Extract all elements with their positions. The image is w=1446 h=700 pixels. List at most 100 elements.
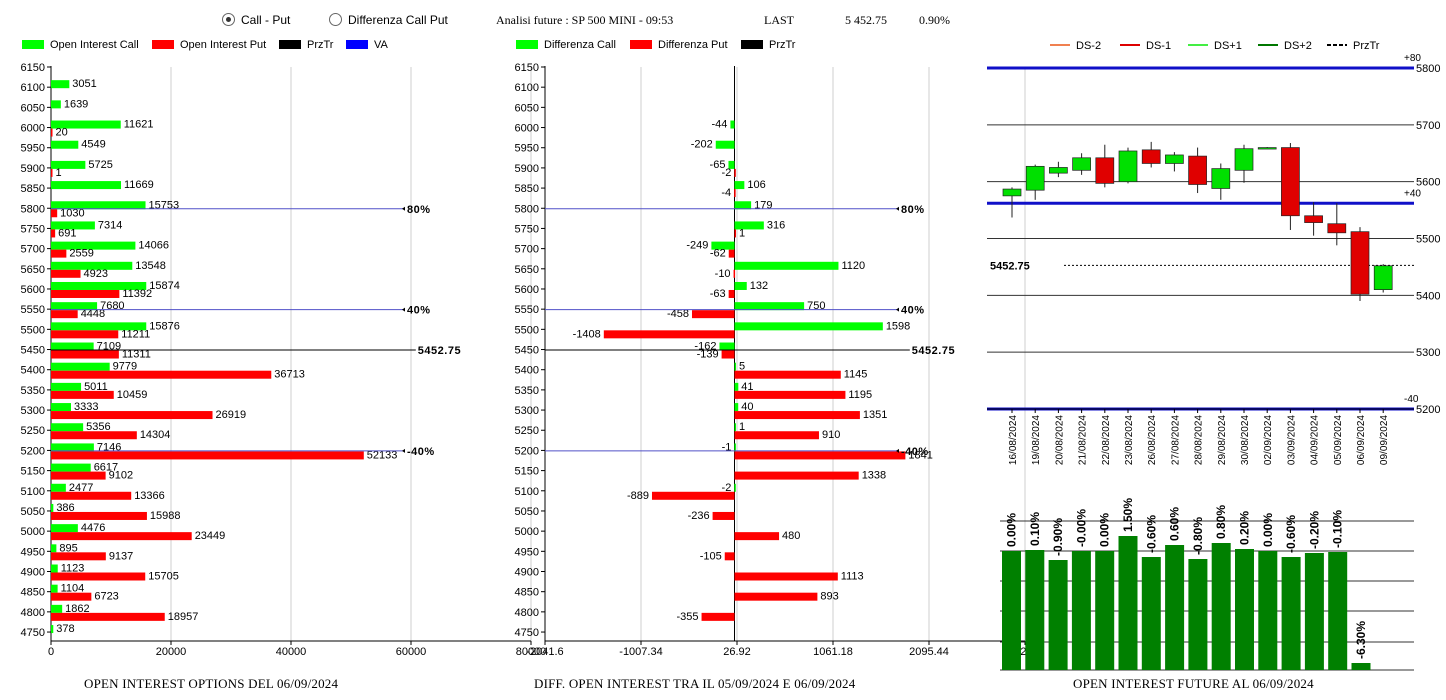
oi-future-label: 0.00%	[1261, 513, 1275, 547]
put-bar	[734, 451, 906, 460]
x-tick-label: 2095.44	[909, 646, 949, 658]
put-value-label: 11392	[122, 288, 152, 300]
oi-future-label: 0.00%	[1098, 513, 1112, 547]
y-tick-label: 5200	[21, 445, 45, 457]
oi-future-label: 0.20%	[1238, 511, 1252, 545]
x-tick-label: -1007.34	[619, 646, 662, 658]
chart-candles: DS-2 DS-1 DS+1 DS+2 PrzTr 5800 5700 5600 5500 540…	[987, 40, 1440, 465]
put-value-label: 1841	[908, 449, 932, 461]
call-bar	[730, 120, 735, 129]
x-tick-label: 1061.18	[813, 646, 853, 658]
y-tick-label: 5900	[515, 163, 539, 175]
radio-call-put-label: Call - Put	[241, 13, 291, 27]
put-bar	[728, 249, 735, 258]
call-bar	[734, 322, 883, 331]
put-value-label: -139	[697, 349, 719, 361]
legend-item-diff-prztr: PrzTr	[741, 39, 795, 51]
x-tick-label: 26/08/2024	[1147, 415, 1158, 465]
y-tick-label: 5100	[515, 486, 539, 498]
put-value-label: 36713	[274, 369, 305, 381]
put-bar	[51, 269, 81, 278]
legend-item-oi-call: Open Interest Call	[22, 39, 139, 51]
x-tick-label: 26.92	[723, 646, 751, 658]
chart-title-oi-diff: DIFF. OPEN INTEREST TRA IL 05/09/2024 E …	[534, 676, 856, 691]
radio-call-put-indicator[interactable]	[222, 13, 235, 26]
put-value-label: 11211	[121, 328, 150, 340]
call-value-label: -2	[722, 482, 732, 494]
call-value-label: 3333	[74, 401, 98, 413]
put-bar	[734, 370, 841, 379]
y-tick-label: 5200	[1416, 404, 1440, 416]
call-bar	[51, 322, 147, 331]
put-bar	[51, 431, 137, 440]
y-tick-label: 5600	[515, 284, 539, 296]
call-value-label: 1598	[886, 320, 910, 332]
call-bar	[51, 382, 82, 391]
put-bar	[51, 370, 272, 379]
y-tick-label: 5650	[515, 264, 539, 276]
y-tick-label: 5550	[21, 304, 45, 316]
put-value-label: 1338	[862, 470, 886, 482]
candle-body	[1281, 147, 1300, 217]
put-bar	[51, 511, 147, 520]
put-bar	[728, 289, 735, 298]
y-tick-label: 4850	[515, 587, 539, 599]
put-bar	[51, 612, 165, 621]
call-bar	[51, 261, 133, 270]
y-tick-label: 5800	[515, 203, 539, 215]
put-bar	[51, 209, 58, 218]
chart-title-oi-future: OPEN INTEREST FUTURE AL 06/09/2024	[1073, 676, 1314, 691]
radio-differenza-indicator[interactable]	[329, 13, 342, 26]
put-value-label: 13366	[134, 490, 165, 502]
call-bar	[51, 160, 86, 169]
y-tick-label: 5300	[1416, 347, 1440, 359]
x-tick-label: 05/09/2024	[1333, 415, 1344, 465]
legend-item-prztr: PrzTr	[279, 39, 333, 51]
x-tick-label: 27/08/2024	[1170, 415, 1181, 465]
put-bar	[51, 168, 53, 177]
x-tick-label: 30/08/2024	[1240, 415, 1251, 465]
call-value-label: 895	[59, 542, 77, 554]
put-value-label: 18957	[168, 611, 199, 623]
oi-future-bar	[1095, 551, 1115, 670]
x-tick-label: 29/08/2024	[1217, 415, 1228, 465]
call-bar	[711, 241, 735, 250]
candle-body	[1025, 165, 1045, 191]
put-bar	[734, 532, 780, 541]
call-value-label: 2477	[69, 482, 93, 494]
radio-call-put[interactable]: Call - Put	[222, 13, 290, 27]
call-bar	[51, 483, 66, 492]
put-bar	[51, 451, 364, 460]
call-bar	[51, 604, 63, 613]
call-value-label: 3051	[72, 78, 96, 90]
x-tick-label: 28/08/2024	[1194, 415, 1205, 465]
y-tick-label: 5050	[21, 506, 45, 518]
x-tick-label: 0	[48, 646, 54, 658]
oi-future-label: -6.30%	[1354, 621, 1368, 659]
x-tick-label: 22/08/2024	[1101, 415, 1112, 465]
oi-future-label: -0.60%	[1144, 515, 1158, 553]
legend-label: PrzTr	[769, 39, 796, 51]
oi-future-label: 0.10%	[1028, 512, 1042, 546]
candle-body	[1211, 168, 1231, 189]
oi-future-bar	[1048, 560, 1068, 670]
put-value-label: 11311	[122, 349, 151, 361]
legend-label: DS-1	[1146, 40, 1171, 52]
y-tick-label: 5850	[515, 183, 539, 195]
put-value-label: 23449	[195, 530, 226, 542]
put-value-label: 893	[820, 591, 838, 603]
va-arrow	[402, 206, 405, 211]
call-value-label: 316	[767, 219, 785, 231]
x-tick-label: 80000	[516, 646, 547, 658]
call-bar	[728, 160, 735, 169]
put-bar	[51, 128, 53, 137]
call-value-label: 1862	[65, 603, 89, 615]
radio-differenza[interactable]: Differenza Call Put	[329, 13, 448, 27]
put-bar	[734, 189, 736, 198]
y-tick-label: 5650	[21, 264, 45, 276]
y-tick-label: 6050	[515, 102, 539, 114]
y-tick-label: 5000	[21, 526, 45, 538]
oi-future-bar	[1235, 549, 1254, 670]
y-tick-label: 5750	[515, 223, 539, 235]
